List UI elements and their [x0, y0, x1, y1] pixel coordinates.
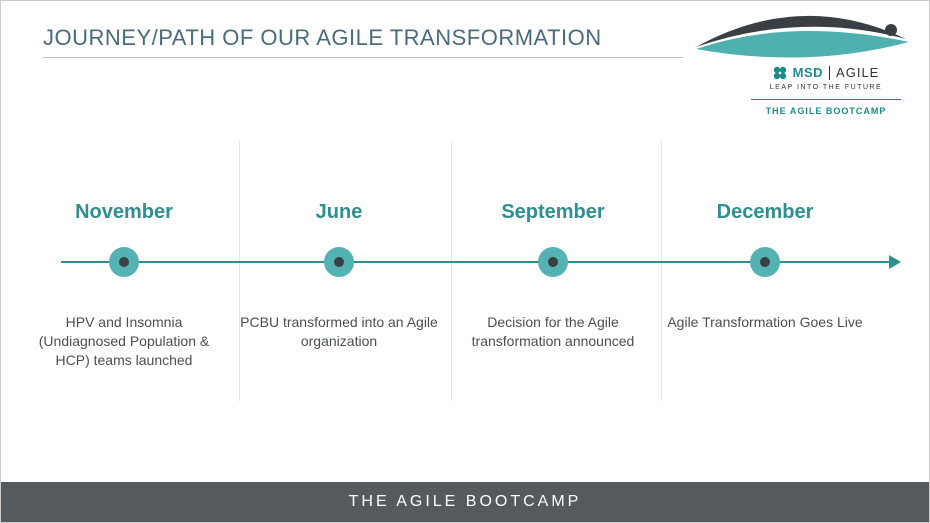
logo-pipe [829, 66, 830, 80]
footer-text: THE AGILE BOOTCAMP [349, 493, 582, 511]
node-dot-icon [548, 257, 558, 267]
slide: JOURNEY/PATH OF OUR AGILE TRANSFORMATION… [0, 0, 930, 523]
timeline-arrow-icon [889, 255, 901, 269]
timeline-month: December [665, 201, 865, 224]
swoosh-icon [691, 7, 911, 63]
logo-row-brand: MSD AGILE [741, 65, 911, 80]
timeline-desc: Agile Transformation Goes Live [665, 313, 865, 332]
node-dot-icon [119, 257, 129, 267]
title-rule [43, 57, 683, 58]
timeline-desc: HPV and Insomnia (Undiagnosed Population… [24, 313, 224, 370]
slide-title: JOURNEY/PATH OF OUR AGILE TRANSFORMATION [43, 25, 602, 51]
column-divider [451, 141, 452, 401]
timeline-node [324, 247, 354, 277]
column-divider [661, 141, 662, 401]
node-dot-icon [334, 257, 344, 267]
timeline-node [750, 247, 780, 277]
timeline-month: June [239, 201, 439, 224]
agile-label: AGILE [836, 65, 879, 80]
logo-tagline: LEAP INTO THE FUTURE [741, 84, 911, 91]
logo-bootcamp: THE AGILE BOOTCAMP [741, 106, 911, 116]
brand-logo: MSD AGILE LEAP INTO THE FUTURE THE AGILE… [691, 7, 911, 127]
timeline-desc: Decision for the Agile transformation an… [453, 313, 653, 351]
timeline-month: November [24, 201, 224, 224]
timeline-month: September [453, 201, 653, 224]
logo-rule [751, 99, 901, 100]
timeline-desc: PCBU transformed into an Agile organizat… [239, 313, 439, 351]
msd-mark-icon [773, 66, 787, 80]
footer-bar: THE AGILE BOOTCAMP [1, 482, 929, 522]
column-divider [239, 141, 240, 401]
timeline-node [109, 247, 139, 277]
node-dot-icon [760, 257, 770, 267]
logo-text-block: MSD AGILE LEAP INTO THE FUTURE THE AGILE… [741, 65, 911, 116]
timeline-node [538, 247, 568, 277]
msd-label: MSD [793, 65, 823, 80]
